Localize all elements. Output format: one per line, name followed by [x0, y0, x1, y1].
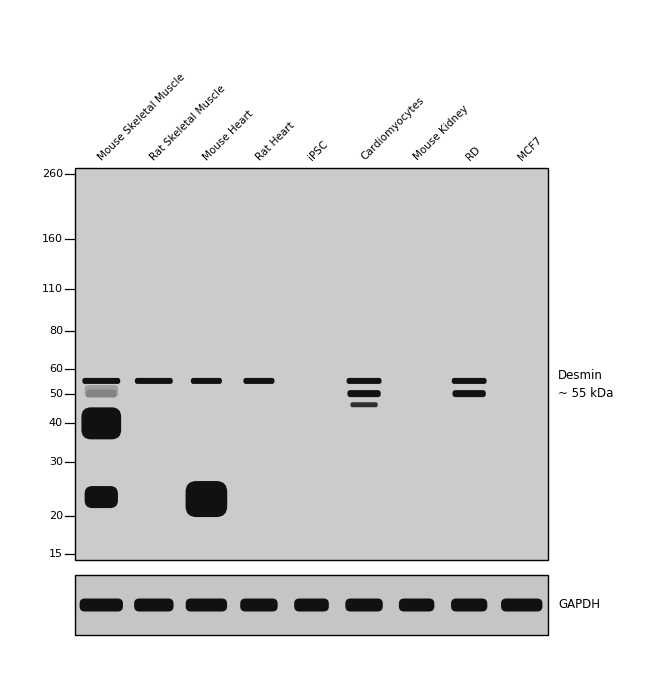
FancyBboxPatch shape: [84, 385, 118, 397]
FancyBboxPatch shape: [294, 598, 329, 612]
Text: 260: 260: [42, 169, 63, 179]
Text: 30: 30: [49, 457, 63, 466]
Bar: [75, 575, 548, 635]
FancyBboxPatch shape: [399, 598, 434, 612]
Text: Desmin
~ 55 kDa: Desmin ~ 55 kDa: [558, 369, 614, 400]
Text: iPSC: iPSC: [306, 139, 330, 162]
FancyBboxPatch shape: [186, 481, 227, 517]
Text: MCF7: MCF7: [517, 135, 544, 162]
FancyBboxPatch shape: [452, 378, 487, 384]
Text: GAPDH: GAPDH: [558, 598, 600, 612]
Text: Cardiomyocytes: Cardiomyocytes: [359, 95, 426, 162]
FancyBboxPatch shape: [345, 598, 383, 612]
FancyBboxPatch shape: [452, 390, 486, 397]
Text: Rat Skeletal Muscle: Rat Skeletal Muscle: [149, 83, 227, 162]
FancyBboxPatch shape: [347, 390, 381, 397]
Text: 40: 40: [49, 419, 63, 428]
FancyBboxPatch shape: [86, 390, 116, 398]
Text: RD: RD: [464, 144, 482, 162]
FancyBboxPatch shape: [191, 378, 222, 384]
Text: Mouse Skeletal Muscle: Mouse Skeletal Muscle: [96, 71, 187, 162]
FancyBboxPatch shape: [240, 598, 278, 612]
FancyBboxPatch shape: [135, 378, 173, 384]
Text: Rat Heart: Rat Heart: [254, 120, 296, 162]
Bar: [75, 168, 548, 560]
Text: Mouse Kidney: Mouse Kidney: [411, 104, 470, 162]
Text: Mouse Heart: Mouse Heart: [202, 108, 255, 162]
FancyBboxPatch shape: [501, 598, 542, 612]
Text: 60: 60: [49, 364, 63, 374]
Text: 50: 50: [49, 388, 63, 398]
Text: 110: 110: [42, 283, 63, 293]
FancyBboxPatch shape: [350, 402, 378, 407]
FancyBboxPatch shape: [244, 378, 274, 384]
Text: 80: 80: [49, 326, 63, 336]
FancyBboxPatch shape: [79, 598, 123, 612]
Text: 160: 160: [42, 234, 63, 244]
FancyBboxPatch shape: [83, 378, 120, 384]
FancyBboxPatch shape: [81, 407, 121, 439]
Text: 20: 20: [49, 511, 63, 521]
FancyBboxPatch shape: [134, 598, 174, 612]
FancyBboxPatch shape: [451, 598, 488, 612]
FancyBboxPatch shape: [346, 378, 382, 384]
FancyBboxPatch shape: [186, 598, 227, 612]
FancyBboxPatch shape: [84, 486, 118, 508]
Text: 15: 15: [49, 549, 63, 559]
